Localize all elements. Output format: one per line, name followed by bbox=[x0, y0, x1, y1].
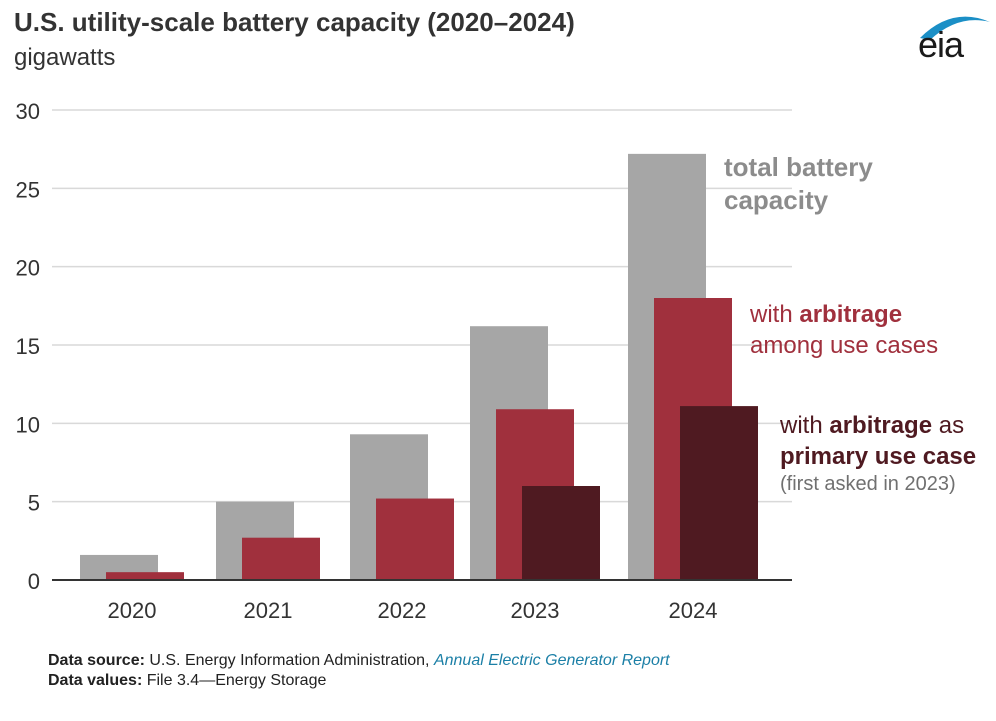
primary-annotation-bold: arbitrage bbox=[829, 412, 933, 439]
arb-annotation-line2: among use cases bbox=[750, 331, 939, 359]
source-label: Data source: bbox=[48, 652, 145, 669]
y-tick-label: 15 bbox=[16, 334, 40, 359]
arb-annotation-bold: arbitrage bbox=[799, 301, 903, 328]
x-tick-label: 2022 bbox=[378, 598, 427, 623]
eia-logo: eia bbox=[912, 10, 992, 70]
x-tick-label: 2023 bbox=[511, 598, 560, 623]
x-tick-label: 2021 bbox=[244, 598, 293, 623]
y-tick-label: 10 bbox=[16, 412, 40, 437]
arbitrage-annotation: with arbitrage among use cases bbox=[750, 300, 938, 361]
total-annotation-line2: capacity bbox=[724, 185, 829, 216]
y-tick-label: 20 bbox=[16, 256, 40, 281]
chart-title: U.S. utility-scale battery capacity (202… bbox=[14, 7, 575, 37]
source-link[interactable]: Annual Electric Generator Report bbox=[433, 652, 670, 669]
bar-2024-series-3 bbox=[680, 406, 758, 580]
primary-annotation-suffix: as bbox=[932, 412, 965, 439]
primary-annotation-prefix: with bbox=[780, 412, 830, 439]
chart-subtitle: gigawatts bbox=[14, 44, 116, 71]
logo-swoosh-icon bbox=[920, 16, 990, 40]
bar-2021-series-2 bbox=[242, 537, 320, 580]
y-tick-label: 5 bbox=[28, 491, 40, 516]
primary-annotation-note: (first asked in 2023) bbox=[780, 473, 956, 496]
primary-annotation-line2: primary use case bbox=[780, 442, 977, 470]
logo-text: eia bbox=[918, 24, 964, 65]
y-tick-label: 30 bbox=[16, 99, 40, 124]
x-tick-label: 2024 bbox=[669, 598, 718, 623]
bar-2023-series-3 bbox=[522, 486, 600, 580]
y-tick-label: 0 bbox=[28, 569, 40, 594]
bar-chart: 0 5 10 15 20 25 30 2020 2021 2022 2023 2024 bbox=[16, 99, 792, 623]
values-label: Data values: bbox=[48, 672, 143, 689]
bar-2020-series-2 bbox=[106, 572, 184, 580]
total-annotation-line1: total battery bbox=[724, 152, 873, 182]
total-capacity-annotation: total battery capacity bbox=[724, 151, 873, 218]
source-text: U.S. Energy Information Administration, bbox=[149, 652, 434, 669]
primary-use-annotation: with arbitrage as primary use case (firs… bbox=[780, 411, 976, 498]
footer: Data source: U.S. Energy Information Adm… bbox=[48, 651, 670, 691]
bar-2022-series-2 bbox=[376, 498, 454, 580]
values-text: File 3.4—Energy Storage bbox=[146, 672, 327, 689]
y-tick-label: 25 bbox=[16, 177, 40, 202]
x-tick-label: 2020 bbox=[108, 598, 157, 623]
arb-annotation-prefix: with bbox=[750, 301, 800, 328]
